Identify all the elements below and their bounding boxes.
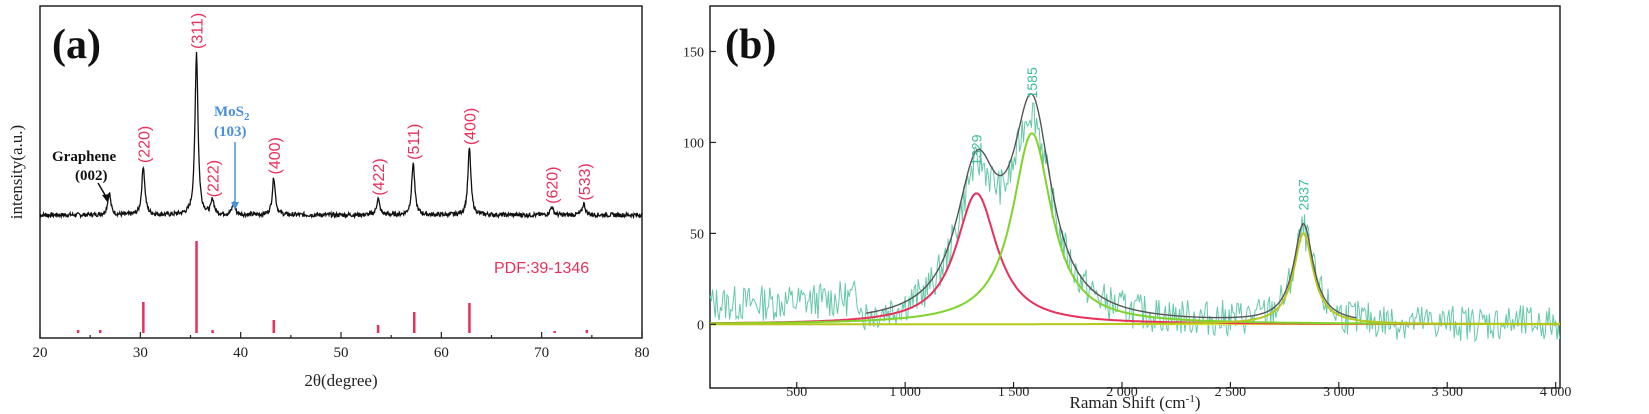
b-xtick-label: 500 bbox=[786, 385, 807, 400]
raman-fit-peak bbox=[710, 232, 1560, 326]
xrd-peak-label: (422) bbox=[371, 158, 388, 195]
panel-b-axis-ticks: 500 1 000 1 500 2 000 2 500 3 000 3 500 4 000 0 5… bbox=[683, 45, 1571, 400]
b-xtick-label: 2 500 bbox=[1215, 385, 1247, 400]
a-xtick-label: 80 bbox=[635, 345, 650, 361]
panel-a-xlabel: 2θ(degree) bbox=[304, 371, 377, 390]
graphene-annotation: Graphene bbox=[52, 149, 117, 165]
panel-a-label: (a) bbox=[52, 22, 101, 68]
panel-a-ylabel: intensity(a.u.) bbox=[7, 125, 26, 219]
b-xtick-label: 3 500 bbox=[1431, 385, 1463, 400]
a-xtick-label: 70 bbox=[534, 345, 549, 361]
xrd-peak-label: (620) bbox=[545, 166, 562, 203]
a-xtick-label: 30 bbox=[133, 345, 148, 361]
xrd-peak-label: (220) bbox=[136, 126, 153, 163]
a-xtick-label: 40 bbox=[233, 345, 248, 361]
xrd-peak-label: (400) bbox=[462, 108, 479, 145]
graphene-arrowhead bbox=[102, 194, 110, 203]
xrd-peak-label: (533) bbox=[577, 163, 594, 200]
b-xtick-label: 1 500 bbox=[998, 385, 1030, 400]
b-xtick-label: 1 000 bbox=[889, 385, 921, 400]
raman-fit-curves bbox=[710, 92, 1560, 326]
raman-fit-peak bbox=[710, 132, 1560, 325]
graphene-hkl-annotation: (002) bbox=[75, 168, 108, 184]
b-xtick-label: 2 000 bbox=[1106, 385, 1138, 400]
panel-b-label: (b) bbox=[725, 22, 776, 68]
a-xtick-label: 20 bbox=[33, 345, 48, 361]
raman-peak-label: 1329 bbox=[968, 134, 984, 165]
b-ytick-label: 100 bbox=[683, 136, 704, 151]
xrd-peak-label: (222) bbox=[206, 160, 223, 197]
hkl-labels: (220) (311) (222) (400) (422) (511) (400) (620)… bbox=[136, 13, 593, 204]
raman-peak-label: 1585 bbox=[1024, 67, 1040, 98]
xrd-curve bbox=[39, 51, 643, 220]
reference-sticks bbox=[76, 241, 589, 333]
xrd-peak-label: (511) bbox=[406, 124, 423, 160]
raman-fit-peak bbox=[710, 192, 1560, 326]
b-ytick-label: 0 bbox=[697, 318, 704, 333]
raman-peak-labels: 1329 1585 2837 bbox=[968, 67, 1311, 210]
panel-b-xlabel: Raman Shift (cm-1) bbox=[1070, 393, 1201, 412]
xrd-peak-label: (311) bbox=[190, 13, 207, 49]
reference-card-label: PDF:39-1346 bbox=[494, 260, 589, 277]
b-xtick-label: 4 000 bbox=[1540, 385, 1572, 400]
raman-envelope bbox=[865, 92, 1357, 319]
a-xtick-label: 60 bbox=[434, 345, 449, 361]
raman-raw-spectrum bbox=[709, 102, 1561, 343]
x-axis-ticks: 20 30 40 50 60 70 80 bbox=[33, 332, 650, 361]
xrd-peak-label: (400) bbox=[267, 137, 284, 174]
panel-b-frame bbox=[709, 5, 1561, 389]
a-xtick-label: 50 bbox=[334, 345, 349, 361]
raman-raw-line bbox=[709, 102, 1561, 343]
mos2-hkl-annotation: (103) bbox=[214, 124, 247, 140]
panel-a-xrd: (220) (311) (222) (400) (422) (511) (400) (620)… bbox=[7, 5, 650, 390]
raman-peak-label: 2837 bbox=[1295, 179, 1311, 210]
b-ytick-label: 50 bbox=[690, 227, 704, 242]
mos2-arrowhead bbox=[231, 202, 239, 210]
mos2-annotation: MoS2 bbox=[214, 104, 250, 123]
b-xtick-label: 3 000 bbox=[1323, 385, 1355, 400]
xrd-pattern bbox=[39, 51, 643, 220]
b-ytick-label: 150 bbox=[683, 45, 704, 60]
